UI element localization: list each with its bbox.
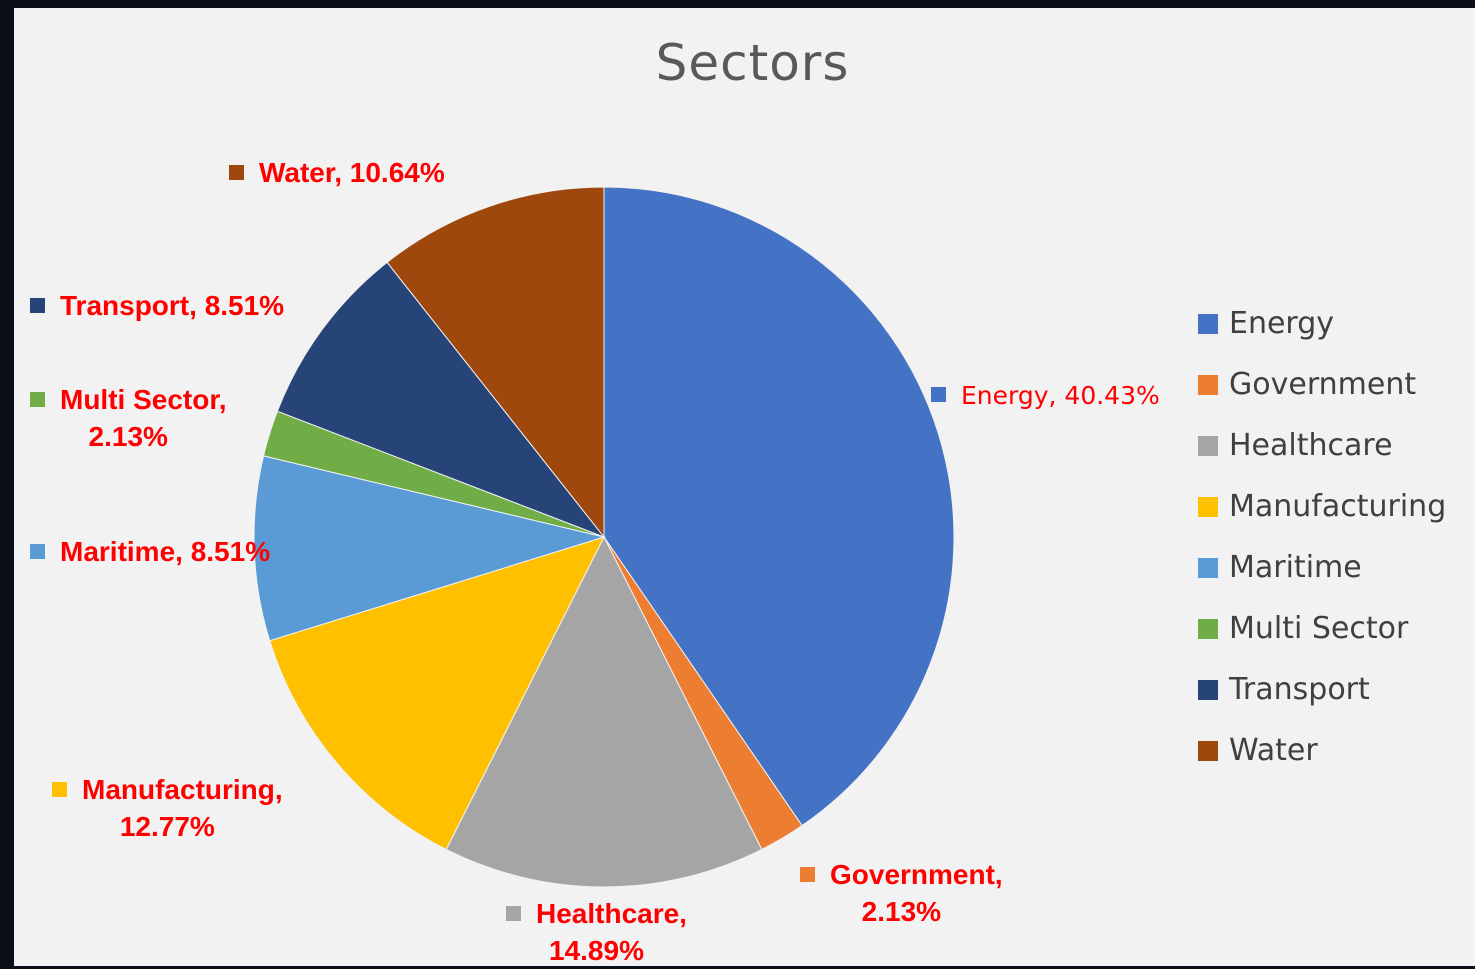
data-label-text: Water, 10.64% xyxy=(259,157,445,188)
data-label-multi-sector: Multi Sector, 2.13% xyxy=(30,381,226,455)
legend-swatch xyxy=(1198,435,1218,456)
legend-swatch xyxy=(1198,313,1218,334)
pie-slice-transport xyxy=(276,261,606,539)
legend-label: Multi Sector xyxy=(1229,611,1409,646)
legend-item-government: Government xyxy=(1198,354,1446,415)
legend-swatch xyxy=(30,392,45,407)
legend-label: Government xyxy=(1229,367,1417,402)
legend-label: Manufacturing xyxy=(1229,489,1447,524)
legend-swatch xyxy=(30,298,45,313)
legend-swatch xyxy=(1198,557,1218,578)
data-label-text: Maritime, 8.51% xyxy=(60,536,271,567)
data-label-transport: Transport, 8.51% xyxy=(30,287,284,324)
legend-label: Water xyxy=(1229,733,1318,768)
legend-swatch xyxy=(52,782,67,797)
data-label-value: 2.13% xyxy=(861,896,942,927)
legend-swatch xyxy=(30,544,45,559)
legend-swatch xyxy=(1198,374,1218,395)
legend-label: Maritime xyxy=(1229,550,1362,585)
pie-slice-energy xyxy=(603,186,955,827)
chart-legend: Energy Government Healthcare Manufacturi… xyxy=(1198,293,1446,781)
data-label-value: 12.77% xyxy=(119,811,215,842)
data-label-manufacturing: Manufacturing, 12.77% xyxy=(52,771,283,845)
legend-swatch xyxy=(506,906,521,921)
data-label-text: Government, xyxy=(830,859,1003,890)
data-label-water: Water, 10.64% xyxy=(229,154,445,191)
legend-label: Energy xyxy=(1229,306,1335,341)
pie-slice-maritime xyxy=(253,455,606,642)
legend-item-water: Water xyxy=(1198,720,1446,781)
legend-item-maritime: Maritime xyxy=(1198,537,1446,598)
legend-label: Healthcare xyxy=(1229,428,1393,463)
legend-swatch xyxy=(1198,496,1218,517)
legend-item-healthcare: Healthcare xyxy=(1198,415,1446,476)
chart-title: Sectors xyxy=(655,34,850,92)
legend-swatch xyxy=(1198,618,1218,639)
data-label-text: Manufacturing, xyxy=(82,774,283,805)
pie-slice-healthcare xyxy=(445,535,763,888)
legend-label: Transport xyxy=(1229,672,1370,707)
data-label-text: Healthcare, xyxy=(536,898,687,929)
legend-swatch xyxy=(800,867,815,882)
legend-swatch xyxy=(1198,740,1218,761)
data-label-text: Energy, 40.43% xyxy=(961,381,1160,410)
data-label-healthcare: Healthcare, 14.89% xyxy=(506,895,687,969)
legend-swatch xyxy=(229,165,244,180)
data-label-value: 14.89% xyxy=(549,935,644,966)
data-label-value: 2.13% xyxy=(88,421,168,452)
legend-swatch xyxy=(1198,679,1218,700)
legend-item-energy: Energy xyxy=(1198,293,1446,354)
pie-slice-water xyxy=(386,186,605,539)
legend-item-transport: Transport xyxy=(1198,659,1446,720)
data-label-maritime: Maritime, 8.51% xyxy=(30,533,270,570)
legend-swatch xyxy=(931,387,946,402)
data-label-energy: Energy, 40.43% xyxy=(931,377,1160,414)
legend-item-multi-sector: Multi Sector xyxy=(1198,598,1446,659)
data-label-text: Multi Sector, xyxy=(60,384,227,415)
data-label-government: Government, 2.13% xyxy=(800,856,1003,930)
data-label-text: Transport, 8.51% xyxy=(60,290,285,321)
legend-item-manufacturing: Manufacturing xyxy=(1198,476,1446,537)
